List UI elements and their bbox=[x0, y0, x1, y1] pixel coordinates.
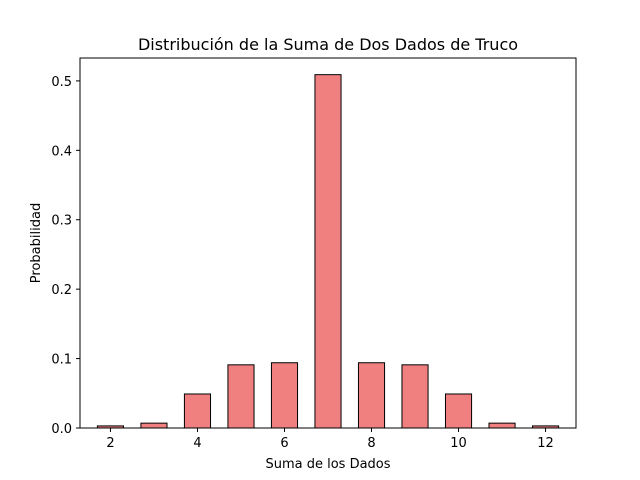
y-axis-label: Probabilidad bbox=[29, 203, 44, 283]
y-tick-label: 0.4 bbox=[51, 144, 72, 159]
bar-4 bbox=[183, 393, 212, 429]
bar-5 bbox=[227, 364, 255, 429]
bar-7 bbox=[314, 74, 342, 429]
bars-group bbox=[96, 74, 560, 429]
bar-10 bbox=[444, 393, 473, 429]
bar-9 bbox=[401, 364, 429, 429]
x-tick-label: 2 bbox=[106, 436, 114, 451]
bar-3 bbox=[140, 422, 168, 429]
x-axis-ticks: 2 4 6 8 10 12 bbox=[106, 428, 554, 451]
x-tick-label: 6 bbox=[280, 436, 288, 451]
x-tick-label: 10 bbox=[450, 436, 467, 451]
x-tick-label: 12 bbox=[537, 436, 554, 451]
x-axis-label: Suma de los Dados bbox=[265, 457, 390, 472]
y-axis-ticks: 0.0 0.1 0.2 0.3 0.4 0.5 bbox=[51, 75, 80, 437]
x-tick-label: 4 bbox=[193, 436, 201, 451]
plot-frame bbox=[79, 57, 577, 429]
bar-6 bbox=[270, 362, 299, 429]
chart-title: Distribución de la Suma de Dos Dados de … bbox=[138, 35, 518, 54]
y-tick-label: 0.3 bbox=[51, 214, 72, 229]
y-tick-label: 0.5 bbox=[51, 75, 72, 90]
y-tick-label: 0.1 bbox=[51, 353, 72, 368]
y-tick-label: 0.2 bbox=[51, 283, 72, 298]
x-tick-label: 8 bbox=[367, 436, 375, 451]
bar-11 bbox=[488, 422, 516, 429]
bar-8 bbox=[357, 362, 386, 429]
y-tick-label: 0.0 bbox=[51, 422, 72, 437]
